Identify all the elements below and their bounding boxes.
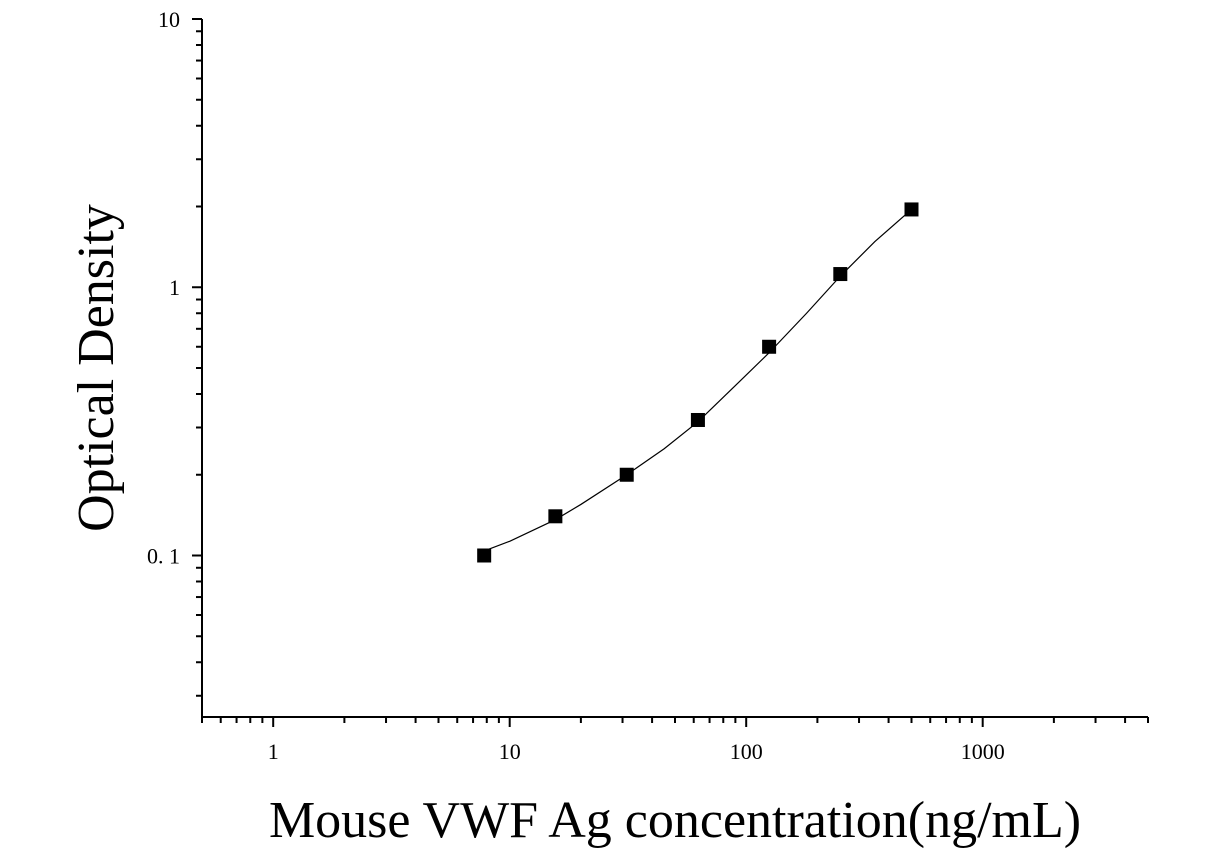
data-point xyxy=(762,339,777,354)
y-tick-label: 1 xyxy=(169,275,180,300)
y-axis-title: Optical Density xyxy=(68,204,125,532)
data-point xyxy=(833,267,848,282)
x-tick-label: 10 xyxy=(499,739,521,764)
y-tick-label: 0. 1 xyxy=(147,543,180,568)
data-point xyxy=(548,509,563,524)
fit-curve xyxy=(483,208,912,552)
y-tick-label: 10 xyxy=(158,7,180,32)
x-tick-label: 100 xyxy=(730,739,763,764)
x-tick-label: 1 xyxy=(268,739,279,764)
data-point xyxy=(904,202,919,217)
x-tick-label: 1000 xyxy=(961,739,1005,764)
data-point xyxy=(619,467,634,482)
x-axis-title: Mouse VWF Ag concentration(ng/mL) xyxy=(269,792,1081,849)
data-point xyxy=(690,412,705,427)
data-point xyxy=(477,548,492,563)
data-points-layer xyxy=(477,202,919,563)
axes: 1 10 100 1000 0. 1 1 10 xyxy=(147,7,1149,764)
fit-curve-layer xyxy=(483,208,912,552)
